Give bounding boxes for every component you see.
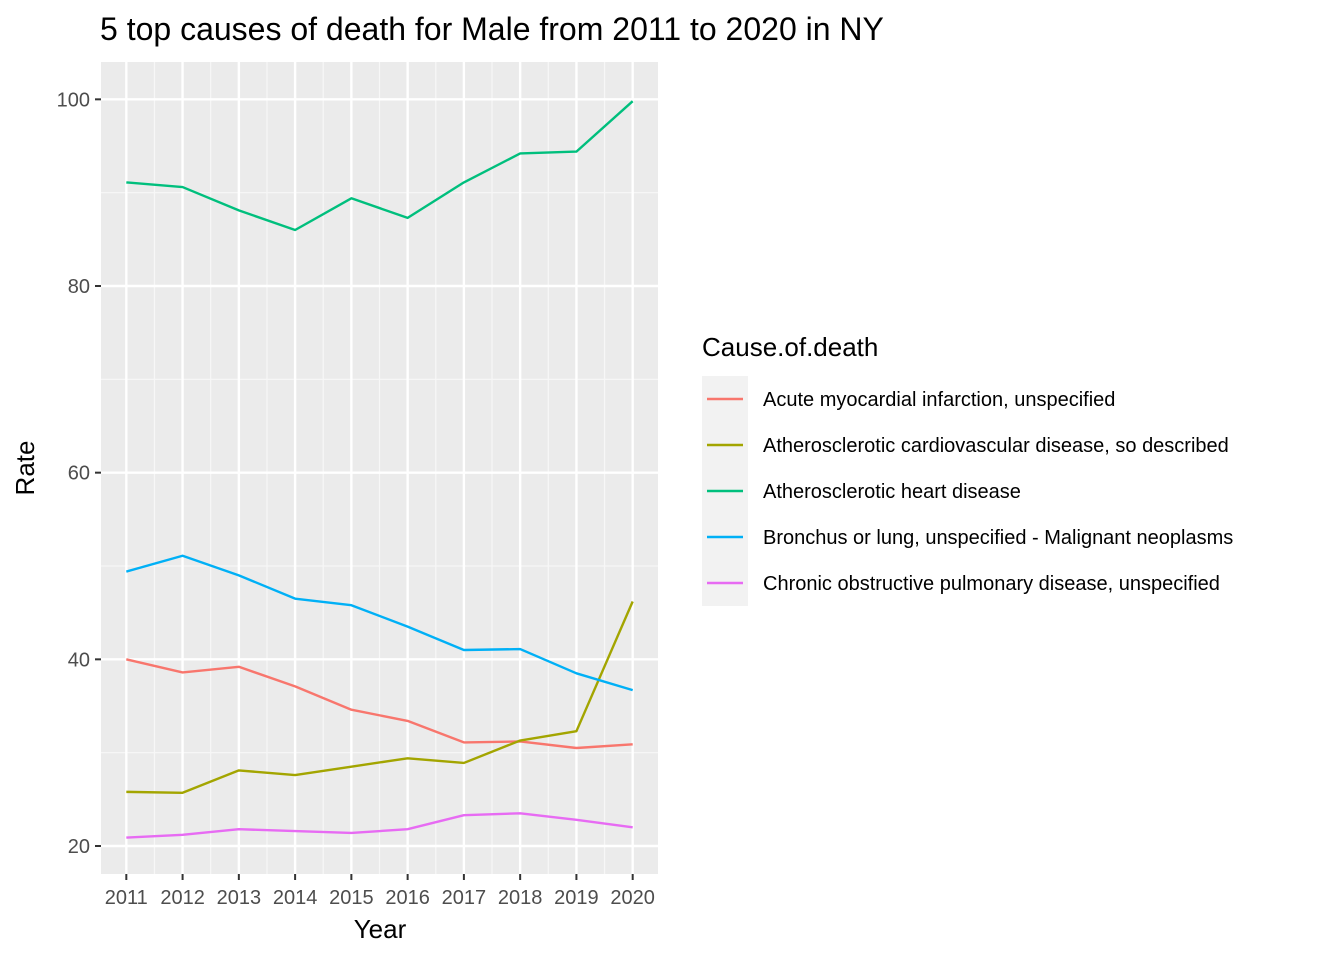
series-line-1: [126, 658, 633, 750]
y-tick-label: 20: [68, 836, 90, 858]
chart-title: 5 top causes of death for Male from 2011…: [100, 11, 884, 47]
legend: Cause.of.death Acute myocardial infarcti…: [702, 332, 1233, 606]
y-tick-label: 60: [68, 463, 90, 485]
grid-minor: [101, 62, 658, 874]
legend-label-1: Acute myocardial infarction, unspecified: [763, 389, 1115, 411]
legend-label-5: Chronic obstructive pulmonary disease, u…: [763, 573, 1220, 595]
y-tick-label: 80: [68, 276, 90, 298]
legend-label-4: Bronchus or lung, unspecified - Malignan…: [763, 527, 1233, 549]
series-line-3: [126, 100, 634, 232]
y-axis-title: Rate: [10, 441, 40, 496]
grid-major: [101, 62, 658, 874]
x-tick-label: 2016: [385, 887, 430, 909]
series-line-4: [125, 554, 634, 692]
x-axis-title: Year: [354, 914, 407, 944]
x-tick-label: 2019: [554, 887, 599, 909]
y-tick-label: 40: [68, 649, 90, 671]
x-tick-label: 2018: [498, 887, 543, 909]
x-tick-label: 2020: [610, 887, 655, 909]
series-line-5: [126, 812, 633, 839]
x-tick-label: 2017: [442, 887, 487, 909]
legend-label-3: Atherosclerotic heart disease: [763, 481, 1021, 503]
x-tick-label: 2012: [160, 887, 205, 909]
series-line-2: [126, 600, 634, 794]
legend-items: Acute myocardial infarction, unspecified…: [707, 389, 1233, 595]
x-tick-label: 2015: [329, 887, 374, 909]
x-tick-label: 2014: [273, 887, 318, 909]
series-lines: [125, 100, 634, 839]
y-axis: 20 40 60 80 100: [57, 89, 101, 858]
legend-label-2: Atherosclerotic cardiovascular disease, …: [763, 435, 1229, 457]
legend-title: Cause.of.death: [702, 332, 878, 362]
x-tick-label: 2011: [105, 887, 148, 909]
x-axis: 2011 2012 2013 2014 2015 2016 2017 2018 2019 2020: [105, 874, 655, 909]
x-tick-label: 2013: [217, 887, 262, 909]
y-tick-label: 100: [57, 89, 90, 111]
